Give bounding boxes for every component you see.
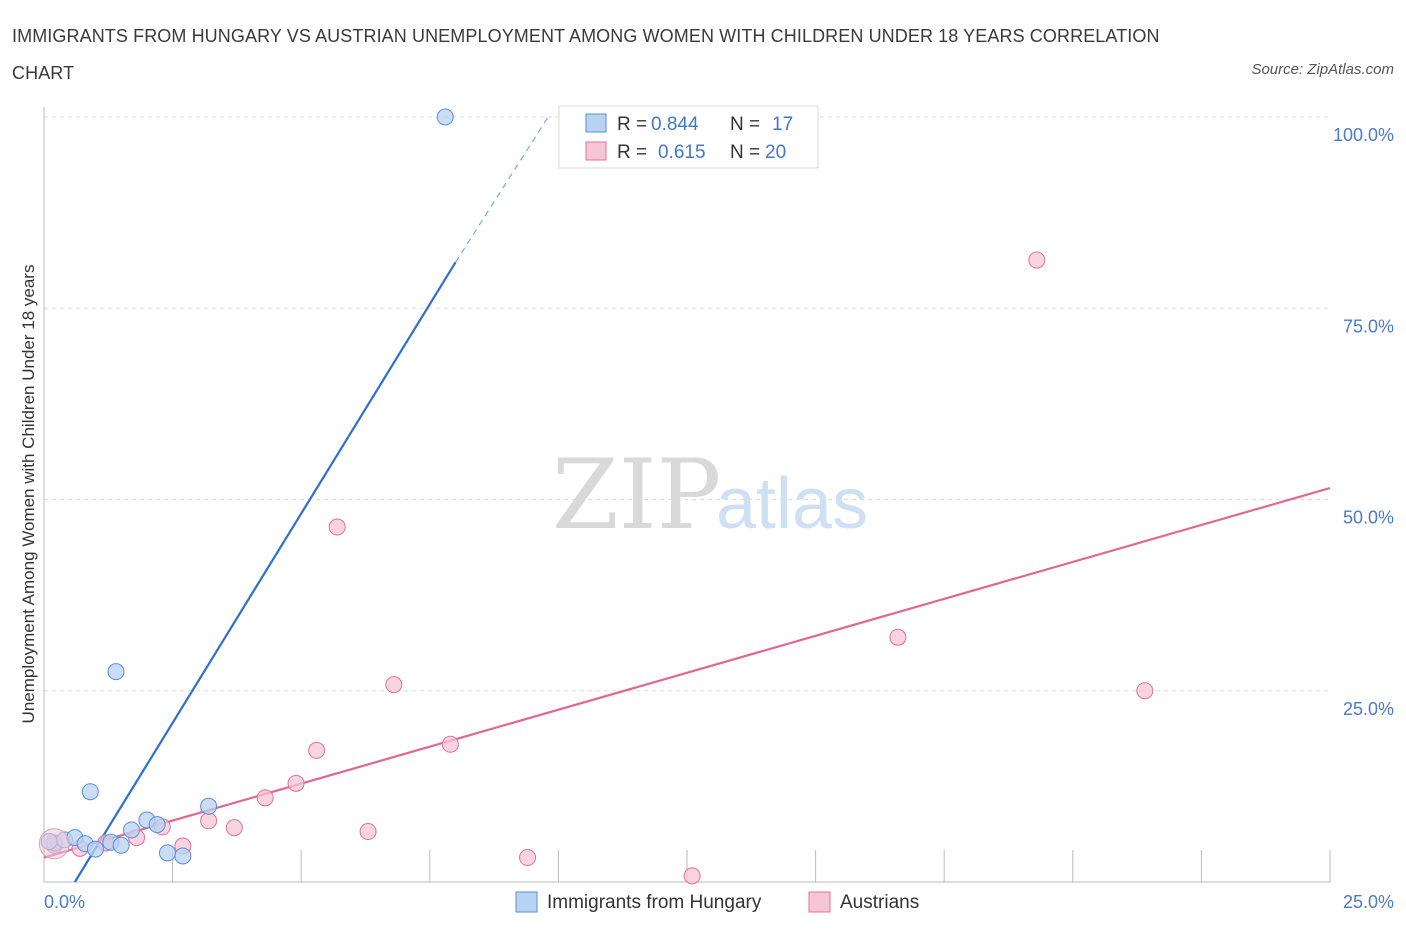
point-series-1-10[interactable] [308,741,326,759]
point-series-1-18[interactable] [1028,251,1046,269]
point-series-1-7[interactable] [225,819,243,837]
point-series-1-16[interactable] [683,867,701,885]
series-legend-label-hungary: Immigrants from Hungary [547,892,762,913]
point-series-0-4[interactable] [81,783,99,801]
point-series-0-13[interactable] [200,797,218,815]
series-legend-item-austrians[interactable]: Austrians [808,891,919,913]
point-series-1-14[interactable] [441,735,459,753]
y-tick-label-100: 100.0% [1333,125,1394,145]
point-series-0-11[interactable] [158,844,176,862]
point-series-1-19[interactable] [1136,682,1154,700]
point-series-1-8[interactable] [256,789,274,807]
legend-r-label-austrians: R = [617,142,647,163]
data-points [38,108,1154,885]
legend-n-value-austrians: 20 [765,142,786,163]
legend-n-value-hungary: 17 [772,114,793,135]
series-legend-swatch-hungary [515,891,538,913]
point-series-0-8[interactable] [122,821,140,839]
point-series-0-7[interactable] [112,836,130,854]
legend-swatch-austrians [585,141,607,161]
point-series-0-15[interactable] [436,108,454,126]
legend-r-value-austrians: 0.615 [658,142,706,163]
y-tick-labels: 25.0% 50.0% 75.0% 100.0% [1333,125,1394,719]
stats-legend[interactable]: R = 0.844 N = 17 R = 0.615 N = 20 [558,105,819,169]
point-series-1-17[interactable] [889,628,907,646]
point-series-1-15[interactable] [519,849,537,867]
x-tick-label-min: 0.0% [44,892,85,912]
chart-title: IMMIGRANTS FROM HUNGARY VS AUSTRIAN UNEM… [12,26,1160,83]
point-series-1-11[interactable] [328,518,346,536]
y-tick-label-50: 50.0% [1343,508,1394,528]
legend-n-label-hungary: N = [730,114,760,135]
point-series-1-12[interactable] [359,823,377,841]
point-series-0-12[interactable] [174,847,192,865]
point-series-0-10[interactable] [148,816,166,834]
watermark-zip: ZIP [552,439,721,551]
legend-swatch-hungary [585,113,607,133]
grid [44,116,1330,692]
watermark: ZIP atlas [552,439,868,551]
trendline-series-0 [73,261,457,883]
legend-r-value-hungary: 0.844 [651,114,699,135]
y-tick-label-75: 75.0% [1343,316,1394,336]
point-series-0-5[interactable] [86,840,104,858]
y-tick-label-25: 25.0% [1343,699,1394,719]
series-legend[interactable]: Immigrants from Hungary Austrians [515,891,919,913]
trendline-extension-series-0 [455,116,549,263]
legend-r-label-hungary: R = [617,114,647,135]
series-legend-item-hungary[interactable]: Immigrants from Hungary [515,891,762,913]
point-series-1-9[interactable] [287,774,305,792]
series-legend-swatch-austrians [808,891,831,913]
point-series-1-6[interactable] [200,812,218,830]
x-tick-label-max: 25.0% [1343,892,1394,912]
y-axis-label: Unemployment Among Women with Children U… [19,265,38,724]
point-series-0-14[interactable] [107,663,125,681]
legend-n-label-austrians: N = [730,142,760,163]
watermark-atlas: atlas [716,464,868,544]
point-cluster-origin[interactable] [38,828,70,860]
source-label: Source: ZipAtlas.com [1251,61,1394,78]
point-series-1-13[interactable] [385,676,403,694]
series-legend-label-austrians: Austrians [840,892,919,913]
